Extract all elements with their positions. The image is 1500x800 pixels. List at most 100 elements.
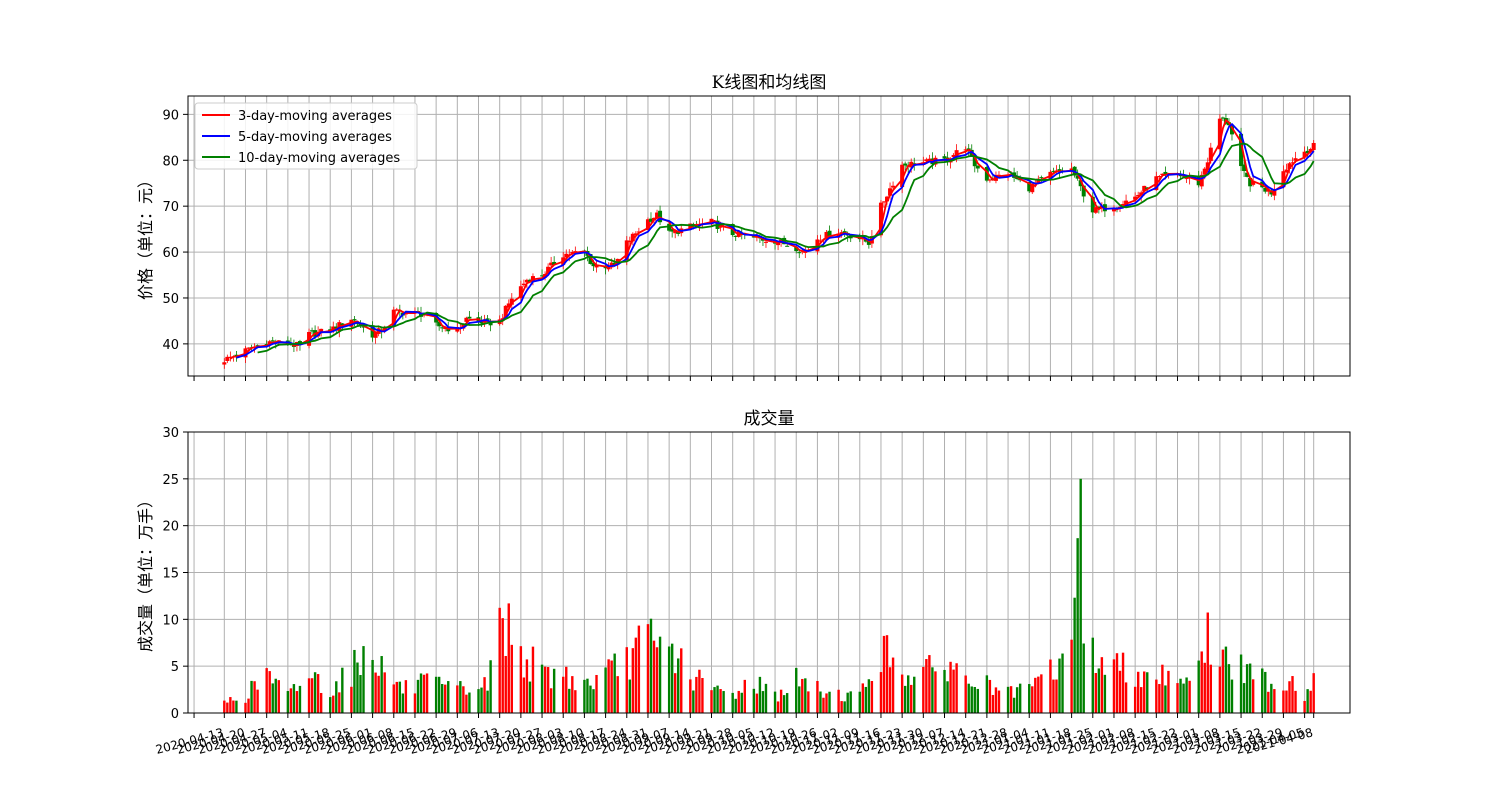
candle-body	[963, 149, 968, 151]
candle-body	[827, 230, 832, 238]
volume-bar	[456, 685, 459, 713]
volume-bar	[528, 681, 532, 713]
candle-body	[540, 275, 545, 277]
candle-body	[1057, 169, 1062, 172]
candle-body	[1281, 171, 1286, 188]
candle-body	[1157, 176, 1162, 178]
volume-bar	[719, 689, 722, 713]
volume-bar	[235, 700, 238, 713]
volume-bar	[1015, 687, 1019, 713]
volume-bar	[1006, 686, 1010, 713]
volume-bar	[604, 667, 607, 713]
candle-body	[479, 320, 484, 324]
candle-body	[818, 240, 823, 242]
volume-bar	[437, 676, 441, 713]
volume-bar	[743, 679, 746, 713]
volume-bar	[891, 657, 895, 713]
candle-body	[310, 330, 315, 332]
volume-bar	[1285, 690, 1288, 713]
volume-bar	[413, 693, 417, 713]
volume-bar	[1133, 686, 1137, 713]
candle-body	[340, 323, 345, 326]
volume-bar	[973, 686, 976, 713]
candle-body	[1302, 151, 1307, 158]
volume-bar	[828, 691, 831, 713]
price-ytick-label: 40	[162, 338, 179, 353]
volume-bar	[332, 695, 335, 713]
volume-bar	[764, 683, 768, 713]
volume-bar	[253, 681, 256, 713]
volume-bar	[1251, 679, 1255, 713]
volume-bar	[549, 688, 553, 713]
volume-bar	[849, 691, 852, 713]
volume-bar	[1070, 639, 1073, 713]
volume-bar	[846, 692, 849, 713]
volume-bar	[1155, 679, 1158, 713]
volume-bar	[1040, 674, 1043, 713]
volume-bar	[1288, 681, 1291, 713]
volume-bar	[419, 673, 423, 713]
volume-bar	[1018, 683, 1022, 713]
legend-label-ma10: 10-day-moving averages	[238, 151, 400, 166]
candle-body	[319, 328, 324, 333]
candle-body	[352, 319, 357, 321]
volume-bar	[837, 689, 840, 713]
volume-bar	[1146, 672, 1149, 713]
volume-bar	[522, 677, 526, 713]
volume-bar	[922, 666, 925, 713]
volume-bar	[1209, 664, 1213, 713]
candle-body	[467, 316, 472, 319]
volume-bar	[465, 694, 468, 713]
volume-bar	[931, 667, 934, 713]
volume-bar	[1176, 683, 1179, 713]
candle-body	[1133, 196, 1138, 200]
candle-body	[1239, 133, 1244, 167]
volume-bar	[925, 659, 928, 713]
volume-bar	[677, 658, 680, 713]
volume-bar	[477, 689, 480, 713]
volume-bar	[649, 618, 653, 713]
candle-body	[972, 156, 977, 167]
candle-body	[503, 305, 508, 317]
candle-body	[624, 240, 629, 261]
price-chart-title: K线图和均线图	[712, 73, 827, 93]
volume-bar	[1061, 653, 1064, 713]
volume-bar	[1224, 646, 1228, 713]
candle-body	[903, 163, 908, 166]
candle-body	[594, 265, 599, 268]
volume-bar	[952, 669, 955, 713]
volume-bar	[1037, 676, 1040, 713]
volume-bar	[1230, 679, 1234, 713]
volume-bar	[1270, 683, 1273, 713]
candle-body	[222, 362, 227, 365]
volume-bar	[316, 674, 320, 713]
candle-body	[518, 286, 523, 299]
candle-body	[763, 241, 768, 243]
candle-body	[225, 356, 230, 362]
candle-body	[370, 325, 375, 338]
volume-bar	[1200, 651, 1203, 713]
volume-bar	[1161, 664, 1164, 713]
candle-body	[1142, 185, 1147, 192]
volume-bar	[776, 701, 780, 713]
volume-bar	[392, 684, 395, 713]
ma5-line	[236, 122, 1315, 359]
volume-bar	[374, 672, 377, 713]
volume-bar	[1167, 670, 1170, 713]
volume-bar	[701, 678, 704, 713]
volume-bar	[858, 691, 861, 713]
volume-bar	[652, 640, 656, 713]
volume-bar	[1294, 690, 1297, 713]
volume-bar	[1136, 671, 1140, 713]
volume-bar	[731, 692, 734, 713]
volume-bar	[307, 678, 311, 713]
volume-bar	[1031, 686, 1034, 713]
candle-body	[658, 210, 663, 223]
volume-bar	[722, 691, 725, 713]
volume-ytick-label: 15	[162, 567, 179, 582]
candle-body	[437, 321, 442, 327]
candle-body	[1290, 162, 1295, 164]
volume-bar	[840, 701, 843, 713]
candle-body	[485, 318, 490, 320]
volume-bar	[350, 686, 353, 713]
